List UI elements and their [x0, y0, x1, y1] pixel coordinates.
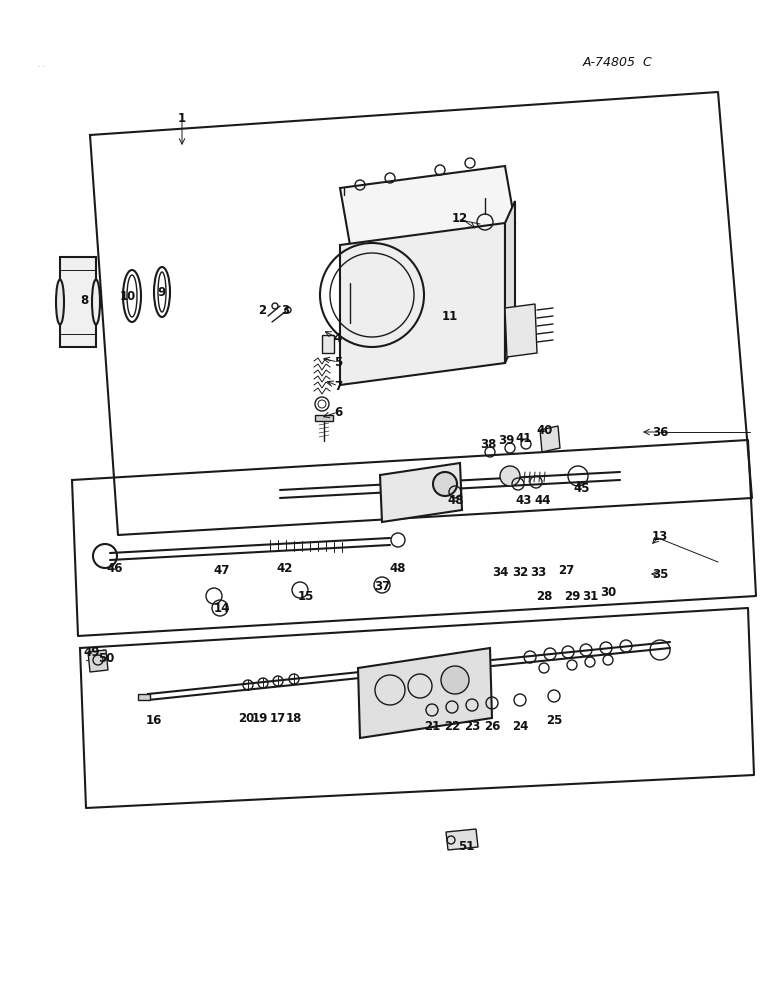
Text: 35: 35 — [652, 568, 669, 580]
Text: 10: 10 — [120, 290, 136, 302]
Text: 42: 42 — [277, 562, 293, 574]
Polygon shape — [358, 648, 492, 738]
Text: 40: 40 — [537, 424, 554, 436]
Text: 43: 43 — [516, 493, 532, 506]
Text: 3: 3 — [281, 304, 289, 316]
Text: 48: 48 — [390, 562, 406, 574]
Text: 21: 21 — [424, 720, 440, 732]
Text: 51: 51 — [458, 840, 474, 852]
Text: 25: 25 — [546, 714, 562, 726]
Polygon shape — [322, 335, 334, 353]
Text: 44: 44 — [535, 493, 551, 506]
Circle shape — [441, 666, 469, 694]
Text: 50: 50 — [98, 652, 114, 664]
Text: 49: 49 — [83, 646, 100, 658]
Text: 11: 11 — [442, 310, 458, 322]
Text: 17: 17 — [270, 712, 286, 724]
Polygon shape — [340, 166, 515, 245]
Text: 24: 24 — [512, 720, 528, 732]
Polygon shape — [138, 694, 150, 700]
Text: 39: 39 — [498, 434, 514, 446]
Polygon shape — [88, 650, 108, 672]
Polygon shape — [540, 426, 560, 452]
Polygon shape — [446, 829, 478, 850]
Ellipse shape — [92, 279, 100, 324]
Polygon shape — [380, 463, 462, 522]
Text: . .: . . — [38, 62, 45, 68]
Text: 26: 26 — [484, 720, 500, 732]
Text: 31: 31 — [582, 589, 598, 602]
Text: 18: 18 — [286, 712, 302, 724]
Ellipse shape — [56, 279, 64, 324]
Text: 16: 16 — [146, 714, 162, 726]
Text: 47: 47 — [214, 564, 230, 576]
Text: 45: 45 — [574, 482, 591, 494]
Text: 15: 15 — [298, 589, 314, 602]
Text: 20: 20 — [238, 712, 254, 724]
Text: 19: 19 — [252, 712, 268, 724]
Text: A-74805  C: A-74805 C — [583, 55, 652, 68]
Text: 8: 8 — [80, 294, 88, 306]
Polygon shape — [340, 223, 505, 385]
Text: 27: 27 — [558, 564, 574, 576]
Circle shape — [500, 466, 520, 486]
Text: 37: 37 — [374, 580, 390, 592]
Text: 1: 1 — [178, 111, 186, 124]
Text: 32: 32 — [512, 566, 528, 578]
Text: 48: 48 — [448, 493, 464, 506]
Text: 33: 33 — [530, 566, 546, 578]
Text: 23: 23 — [464, 720, 480, 732]
Text: 14: 14 — [214, 601, 230, 614]
Polygon shape — [505, 201, 515, 363]
Text: 46: 46 — [107, 562, 124, 574]
Text: 41: 41 — [516, 432, 532, 444]
Text: 36: 36 — [652, 426, 669, 438]
Text: 9: 9 — [158, 286, 166, 298]
Polygon shape — [505, 304, 537, 357]
Circle shape — [433, 472, 457, 496]
Text: 38: 38 — [480, 438, 496, 450]
Polygon shape — [60, 257, 96, 347]
Text: 4: 4 — [334, 332, 342, 344]
Text: 22: 22 — [444, 720, 460, 732]
Text: 34: 34 — [492, 566, 508, 578]
Text: 2: 2 — [258, 304, 266, 316]
Text: 6: 6 — [334, 406, 342, 418]
Text: 13: 13 — [652, 530, 668, 542]
Text: 12: 12 — [452, 212, 468, 225]
Polygon shape — [315, 415, 333, 421]
Text: 7: 7 — [334, 379, 342, 392]
Text: 5: 5 — [334, 356, 342, 368]
Text: 29: 29 — [564, 589, 581, 602]
Text: 30: 30 — [600, 585, 616, 598]
Text: 28: 28 — [536, 589, 552, 602]
